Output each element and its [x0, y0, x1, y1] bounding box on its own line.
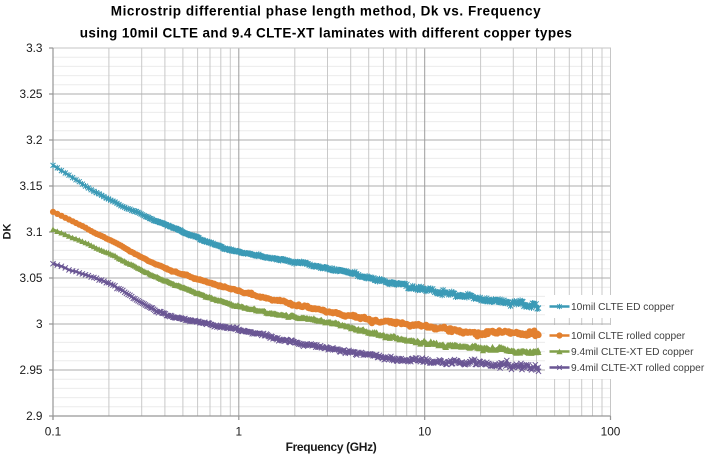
svg-text:10mil CLTE ED copper: 10mil CLTE ED copper	[571, 302, 675, 313]
svg-text:DK: DK	[2, 224, 14, 240]
svg-text:9.4mil CLTE-XT ED copper: 9.4mil CLTE-XT ED copper	[571, 347, 694, 358]
svg-text:Microstrip differential phase: Microstrip differential phase length met…	[111, 4, 541, 19]
svg-text:3.3: 3.3	[26, 41, 43, 55]
svg-text:9.4mil CLTE-XT rolled copper: 9.4mil CLTE-XT rolled copper	[571, 363, 705, 374]
svg-text:3.05: 3.05	[20, 271, 43, 285]
svg-text:2.9: 2.9	[26, 409, 42, 423]
svg-text:0.1: 0.1	[45, 425, 61, 439]
svg-text:10mil CLTE rolled copper: 10mil CLTE rolled copper	[571, 331, 686, 342]
svg-text:using 10mil CLTE and 9.4 CLTE-: using 10mil CLTE and 9.4 CLTE-XT laminat…	[80, 26, 573, 41]
svg-text:10: 10	[418, 425, 432, 439]
svg-text:3: 3	[36, 317, 43, 331]
svg-text:Frequency (GHz): Frequency (GHz)	[286, 440, 377, 454]
svg-text:3.2: 3.2	[26, 133, 42, 147]
svg-text:1: 1	[236, 425, 243, 439]
svg-text:3.1: 3.1	[26, 225, 42, 239]
svg-text:3.15: 3.15	[20, 179, 43, 193]
svg-text:3.25: 3.25	[20, 87, 43, 101]
svg-text:2.95: 2.95	[20, 363, 43, 377]
svg-text:100: 100	[601, 425, 621, 439]
